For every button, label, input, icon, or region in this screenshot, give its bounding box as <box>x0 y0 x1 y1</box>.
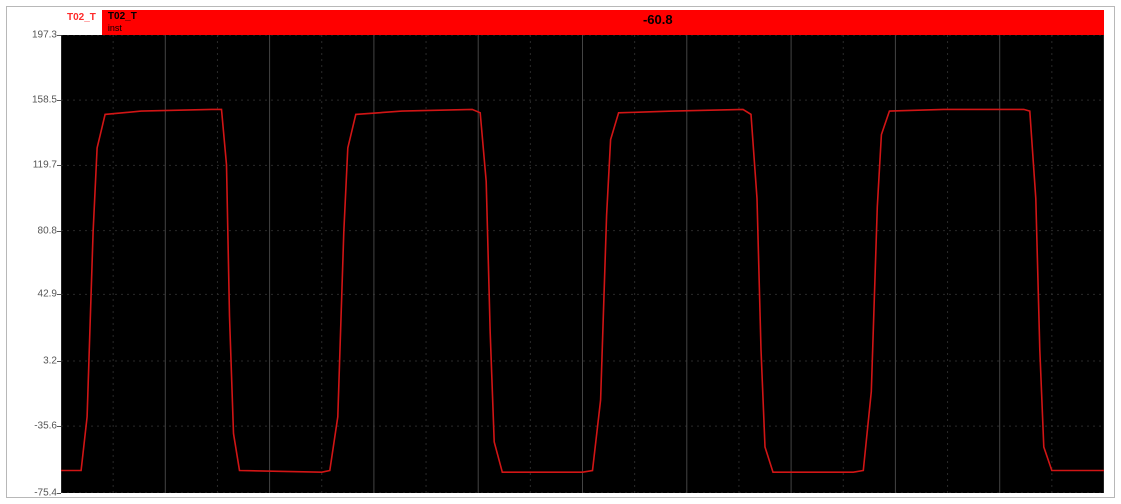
y-tick-label: 80.8 <box>38 225 57 236</box>
y-tick-label: 42.9 <box>38 289 57 300</box>
cursor-readout: -60.8 <box>643 12 673 27</box>
plot-canvas[interactable] <box>61 35 1104 493</box>
y-tick-label: 119.7 <box>33 160 57 171</box>
plot-panel: T02_T T02_T inst -60.8 -75.4 -35.6 3.2 42.9… <box>6 6 1115 498</box>
oscilloscope-frame: T02_T T02_T inst -60.8 -75.4 -35.6 3.2 42.9… <box>0 0 1121 504</box>
y-tick-label: 158.5 <box>32 95 57 106</box>
y-tick-label: -75.4 <box>34 488 57 499</box>
active-channel-banner[interactable]: T02_T inst -60.8 <box>102 10 1104 36</box>
plot-svg <box>61 35 1104 493</box>
banner-sublabel: inst <box>108 23 122 33</box>
y-axis: -75.4-35.63.242.980.8119.7158.5197.3 <box>19 35 61 493</box>
y-tick-label: 3.2 <box>43 355 57 366</box>
channel-tag[interactable]: T02_T <box>67 10 96 23</box>
y-tick-label: 197.3 <box>32 30 57 41</box>
y-tick-label: -35.6 <box>34 421 57 432</box>
plot-area-wrap: -75.4-35.63.242.980.8119.7158.5197.3 <box>19 35 1104 493</box>
header-bar: T02_T T02_T inst -60.8 <box>67 10 1104 36</box>
banner-channel-label: T02_T <box>108 11 137 22</box>
